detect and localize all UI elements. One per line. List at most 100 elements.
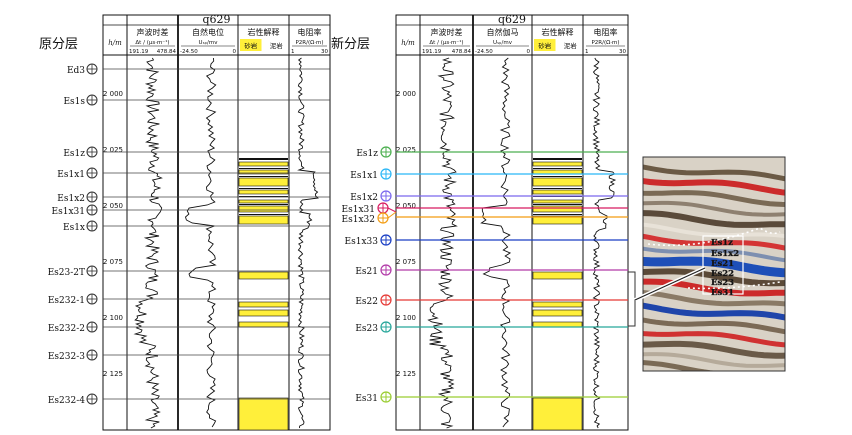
depth-tick-label: 2 075 xyxy=(103,258,123,266)
column-header-3: 电阻率 xyxy=(298,27,322,37)
seismic-reflector xyxy=(643,278,785,297)
column-unit-3: P2R/(Ω·m) xyxy=(591,40,619,46)
resistivity-log-curve xyxy=(592,57,617,429)
sandstone-interval xyxy=(532,397,583,431)
column-header-2: 岩性解释 xyxy=(248,27,280,37)
marker-connector xyxy=(387,211,397,219)
mudstone-band xyxy=(533,168,582,169)
sandstone-interval xyxy=(532,205,583,213)
layer-label: Es232-4 xyxy=(48,396,85,406)
seismic-reflector xyxy=(643,246,785,263)
seismic-reflector xyxy=(643,200,785,217)
sandstone-interval xyxy=(532,301,583,308)
scale-max-3: 30 xyxy=(619,49,626,55)
scale-min-1: -24.50 xyxy=(180,49,198,55)
column-unit-0: Δt / (μs·m⁻¹) xyxy=(429,39,463,46)
seismic-reflector xyxy=(643,222,785,239)
depth-tick-label: 2 075 xyxy=(396,258,416,266)
layer-label: Es21 xyxy=(355,267,378,277)
resistivity-log-curve xyxy=(297,57,319,429)
sandstone-interval xyxy=(238,309,289,317)
layer-label: Es1s xyxy=(63,97,85,107)
scale-min-0: 191.19 xyxy=(422,49,442,55)
legend-sandstone: 砂岩 xyxy=(538,41,552,50)
layer-label: Es1x33 xyxy=(345,237,379,247)
seismic-reflector xyxy=(643,330,785,348)
mudstone-band xyxy=(239,188,288,189)
scale-max-1: 0 xyxy=(233,49,237,55)
mudstone-band xyxy=(239,158,288,160)
sandstone-interval xyxy=(532,199,583,204)
layer-label: Es1z xyxy=(356,149,378,159)
interval-bracket xyxy=(628,271,636,327)
scale-max-0: 478.84 xyxy=(157,49,177,55)
seismic-reflector xyxy=(643,302,785,321)
sandstone-interval xyxy=(532,177,583,187)
depth-tick-label: 2 025 xyxy=(103,146,123,154)
depth-header: h/m xyxy=(401,39,415,47)
depth-tick-label: 2 050 xyxy=(103,202,123,210)
panel-frame xyxy=(395,14,629,431)
layer-label: Es1x31 xyxy=(342,205,375,215)
seismic-reflector xyxy=(643,290,785,307)
sonic-log-curve xyxy=(133,57,163,429)
scale-max-0: 478.84 xyxy=(452,49,472,55)
legend-mudstone: 泥岩 xyxy=(270,41,284,50)
seismic-layer-label: Es21 xyxy=(711,259,734,269)
seismic-reflector xyxy=(643,256,785,278)
legend-mudstone: 泥岩 xyxy=(564,41,578,50)
layer-label: Es1x32 xyxy=(342,215,375,225)
layer-label: Es232-1 xyxy=(48,296,85,306)
seismic-reflector xyxy=(643,233,785,251)
sandstone-interval xyxy=(532,161,583,167)
seismic-reflector xyxy=(643,268,785,287)
column-header-0: 声波时差 xyxy=(137,27,169,37)
sandstone-interval xyxy=(238,177,289,187)
well-name: q629 xyxy=(498,13,526,26)
mudstone-band xyxy=(533,214,582,215)
seismic-annotation-box xyxy=(702,235,744,295)
column-unit-1: Uₛₚ/mv xyxy=(493,40,513,46)
mudstone-band xyxy=(239,196,288,197)
potential-log-curve xyxy=(480,57,512,428)
column-unit-0: Δt / (μs·m⁻¹) xyxy=(135,39,169,46)
seismic-reflector xyxy=(643,317,785,335)
scale-max-3: 30 xyxy=(321,49,328,55)
sandstone-interval xyxy=(238,205,289,213)
well-name: q629 xyxy=(202,13,230,26)
column-unit-1: Uₛₚ/mv xyxy=(199,40,219,46)
panel-title: 原分层 xyxy=(39,37,78,52)
mudstone-band xyxy=(239,168,288,169)
layer-label: Es1x xyxy=(63,223,85,233)
mudstone-band xyxy=(533,158,582,160)
sandstone-interval xyxy=(532,309,583,317)
seismic-reflector xyxy=(643,352,785,368)
layer-label: Es31 xyxy=(355,394,378,404)
sandstone-interval xyxy=(532,215,583,225)
layer-label: Es1x1 xyxy=(57,170,85,180)
column-header-3: 电阻率 xyxy=(594,27,618,37)
sandstone-interval xyxy=(238,215,289,225)
sandstone-interval xyxy=(532,189,583,195)
seismic-layer-label: Es22 xyxy=(711,269,734,279)
depth-header: h/m xyxy=(108,39,122,47)
layer-label: Ed3 xyxy=(67,66,85,76)
layer-label: Es23 xyxy=(355,324,378,334)
panel-frame xyxy=(102,14,331,431)
seismic-reflector xyxy=(643,190,785,207)
sandstone-interval xyxy=(238,321,289,328)
sandstone-interval xyxy=(238,169,289,175)
layer-label: Es22 xyxy=(355,297,378,307)
scale-min-3: 1 xyxy=(291,49,295,55)
depth-tick-label: 2 000 xyxy=(103,90,123,98)
depth-tick-label: 2 000 xyxy=(396,90,416,98)
mudstone-band xyxy=(533,188,582,189)
seismic-layer-label: Es31 xyxy=(711,288,734,298)
sandstone-interval xyxy=(238,161,289,167)
depth-tick-label: 2 125 xyxy=(396,370,416,378)
mudstone-band xyxy=(239,214,288,215)
scale-min-0: 191.19 xyxy=(129,49,149,55)
sandstone-interval xyxy=(238,271,289,280)
scale-min-3: 1 xyxy=(585,49,589,55)
